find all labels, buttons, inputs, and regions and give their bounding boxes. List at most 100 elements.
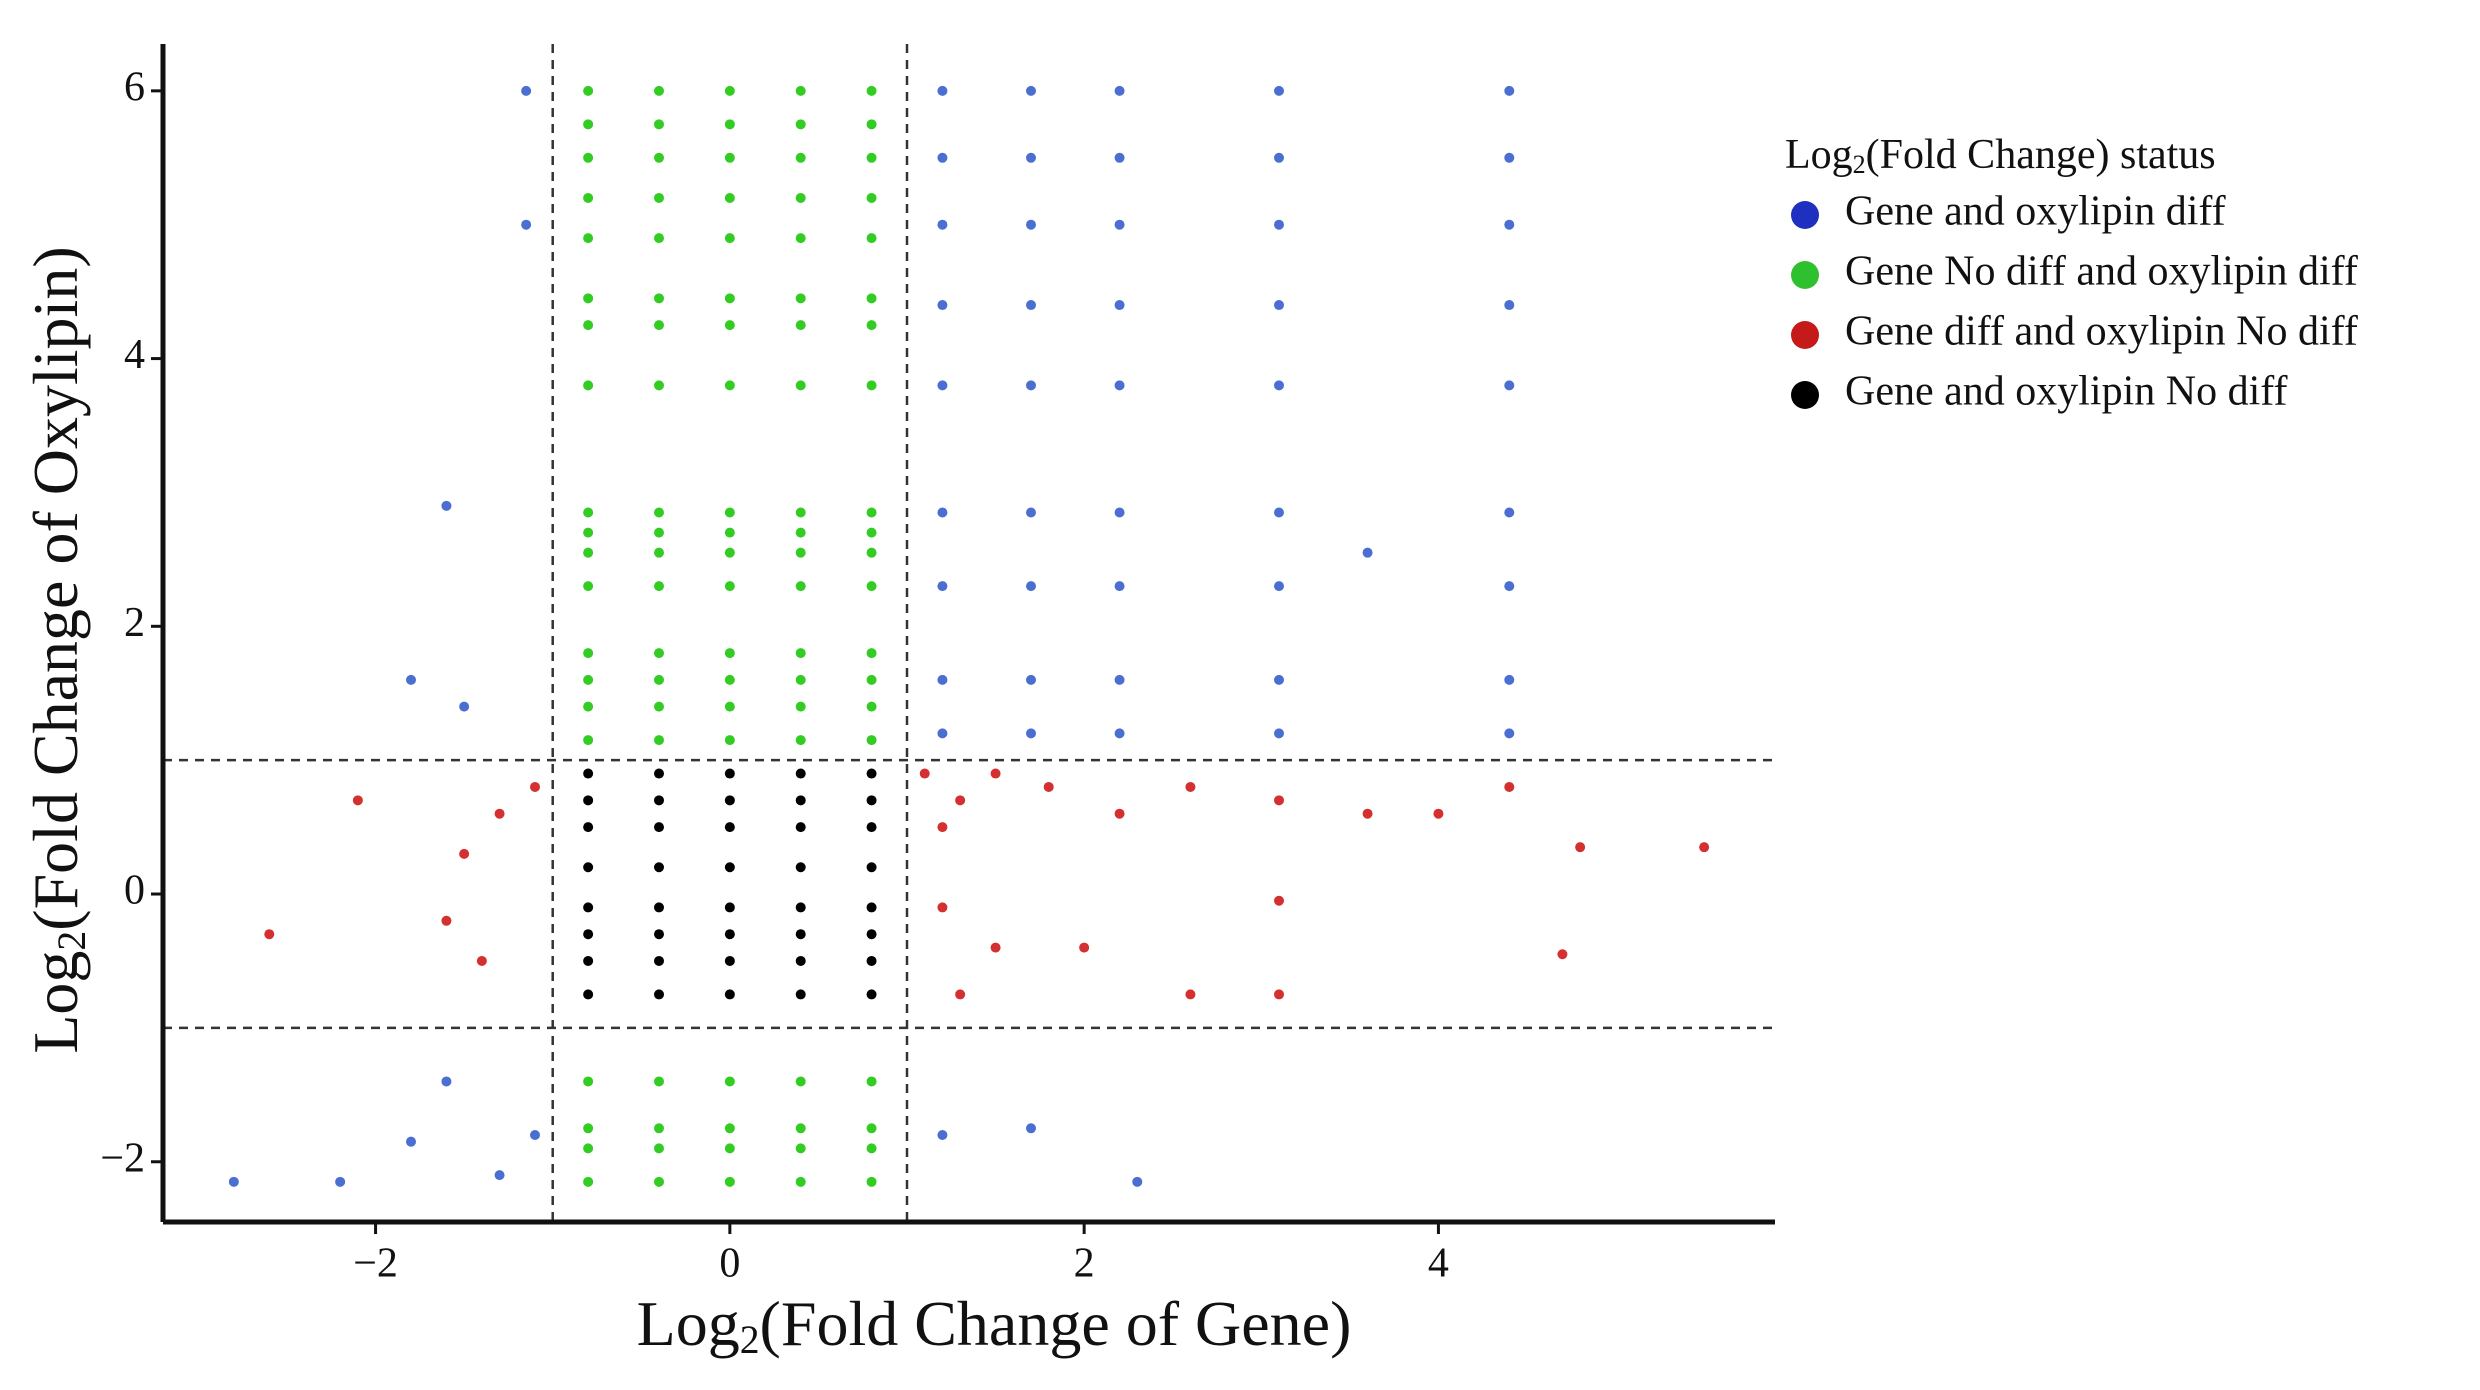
point bbox=[866, 735, 877, 746]
point bbox=[406, 674, 416, 685]
point bbox=[866, 768, 877, 779]
point bbox=[795, 320, 806, 331]
point bbox=[1114, 152, 1125, 163]
point bbox=[264, 929, 275, 940]
point bbox=[724, 85, 735, 96]
point bbox=[795, 152, 806, 163]
point bbox=[795, 701, 806, 712]
point bbox=[724, 293, 735, 304]
point bbox=[866, 648, 877, 659]
point bbox=[1043, 781, 1054, 792]
point bbox=[1114, 674, 1125, 685]
point bbox=[990, 768, 1001, 779]
point bbox=[654, 862, 664, 873]
point bbox=[654, 1076, 664, 1087]
point bbox=[583, 701, 594, 712]
point bbox=[795, 929, 806, 940]
point bbox=[530, 1129, 540, 1140]
point bbox=[654, 192, 664, 203]
point bbox=[795, 1143, 806, 1154]
point bbox=[724, 380, 735, 391]
y-tick-label: 2 bbox=[124, 600, 145, 646]
point bbox=[1114, 380, 1125, 391]
point bbox=[866, 674, 877, 685]
point bbox=[583, 648, 594, 659]
point bbox=[724, 902, 735, 913]
point bbox=[1114, 300, 1125, 311]
point bbox=[724, 233, 735, 244]
y-axis-label-part: (Fold Change of Oxylipin) bbox=[20, 246, 91, 930]
point bbox=[866, 955, 877, 966]
point bbox=[459, 701, 470, 712]
point bbox=[583, 1123, 594, 1134]
point bbox=[795, 674, 806, 685]
point bbox=[866, 795, 877, 806]
point bbox=[724, 527, 735, 538]
point bbox=[1274, 219, 1284, 230]
point bbox=[795, 1076, 806, 1087]
point bbox=[494, 808, 505, 819]
point bbox=[654, 955, 664, 966]
point bbox=[1185, 989, 1196, 1000]
point bbox=[866, 233, 877, 244]
point bbox=[866, 192, 877, 203]
point bbox=[724, 1143, 735, 1154]
point bbox=[724, 701, 735, 712]
point bbox=[866, 989, 877, 1000]
point bbox=[583, 822, 594, 833]
point bbox=[866, 1143, 877, 1154]
point bbox=[724, 320, 735, 331]
point bbox=[795, 768, 806, 779]
point bbox=[654, 1176, 664, 1187]
point bbox=[1274, 507, 1284, 518]
point bbox=[866, 85, 877, 96]
point bbox=[1114, 581, 1125, 592]
legend-title: Log2(Fold Change) status bbox=[1785, 132, 2216, 180]
point bbox=[937, 1129, 948, 1140]
legend-swatch bbox=[1791, 321, 1819, 349]
legend-swatch bbox=[1791, 261, 1819, 289]
point bbox=[583, 581, 594, 592]
point bbox=[724, 1076, 735, 1087]
point bbox=[795, 822, 806, 833]
point bbox=[866, 701, 877, 712]
point bbox=[654, 152, 664, 163]
point bbox=[1114, 507, 1125, 518]
point bbox=[583, 1143, 594, 1154]
point bbox=[583, 795, 594, 806]
point bbox=[1274, 728, 1284, 739]
point bbox=[1274, 895, 1284, 906]
point bbox=[795, 547, 806, 558]
point bbox=[1557, 949, 1568, 960]
point bbox=[724, 547, 735, 558]
point bbox=[937, 300, 948, 311]
x-tick-label: −2 bbox=[353, 1241, 398, 1287]
point bbox=[583, 119, 594, 130]
y-axis-label: Log2(Fold Change of Oxylipin) bbox=[20, 246, 95, 1053]
point bbox=[1362, 808, 1373, 819]
point bbox=[654, 989, 664, 1000]
legend-swatch bbox=[1791, 201, 1819, 229]
point bbox=[583, 1176, 594, 1187]
point bbox=[583, 152, 594, 163]
point bbox=[1504, 674, 1515, 685]
point bbox=[1185, 781, 1196, 792]
point bbox=[654, 1123, 664, 1134]
point bbox=[583, 735, 594, 746]
point bbox=[654, 648, 664, 659]
point bbox=[494, 1170, 505, 1181]
point bbox=[583, 293, 594, 304]
point bbox=[724, 581, 735, 592]
point bbox=[521, 85, 532, 96]
point bbox=[654, 527, 664, 538]
point bbox=[990, 942, 1001, 953]
point bbox=[583, 507, 594, 518]
point bbox=[1114, 219, 1125, 230]
point bbox=[724, 822, 735, 833]
point bbox=[1026, 507, 1036, 518]
point bbox=[441, 915, 452, 926]
point bbox=[1026, 728, 1036, 739]
point bbox=[1026, 219, 1036, 230]
point bbox=[795, 527, 806, 538]
point bbox=[937, 507, 948, 518]
